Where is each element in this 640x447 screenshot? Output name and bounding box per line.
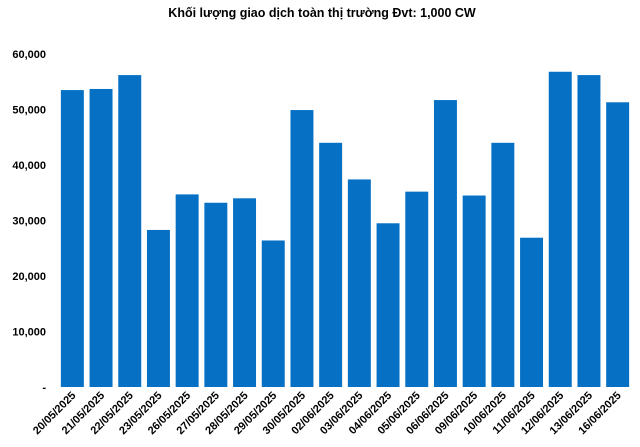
y-tick-label: -	[42, 382, 46, 394]
y-tick-label: 10,000	[12, 327, 46, 339]
bar	[462, 195, 486, 387]
y-tick-label: 20,000	[12, 271, 46, 283]
bar	[89, 88, 113, 388]
bar	[233, 198, 257, 387]
bar	[405, 191, 429, 387]
bar	[319, 142, 343, 387]
x-axis: 20/05/202521/05/202522/05/202523/05/2025…	[31, 390, 624, 437]
bars	[60, 71, 630, 388]
bar	[118, 75, 142, 387]
y-tick-label: 60,000	[12, 49, 46, 61]
y-axis: - 10,000 20,000 30,000 40,000 50,000 60,000	[12, 49, 46, 394]
bar	[548, 71, 572, 387]
y-tick-label: 30,000	[12, 216, 46, 228]
bar	[520, 237, 544, 387]
chart-title: Khối lượng giao dịch toàn thị trường Đvt…	[168, 6, 476, 20]
bar	[60, 90, 84, 387]
bar	[175, 194, 199, 387]
y-tick-label: 50,000	[12, 105, 46, 117]
bar	[204, 202, 228, 387]
bar	[146, 229, 170, 387]
bar	[376, 223, 400, 387]
y-tick-label: 40,000	[12, 160, 46, 172]
bar	[290, 110, 314, 387]
bar	[606, 102, 630, 387]
bar	[491, 142, 515, 387]
bar	[261, 240, 285, 387]
bar	[433, 100, 457, 387]
bar	[577, 75, 601, 387]
bar	[347, 179, 371, 387]
